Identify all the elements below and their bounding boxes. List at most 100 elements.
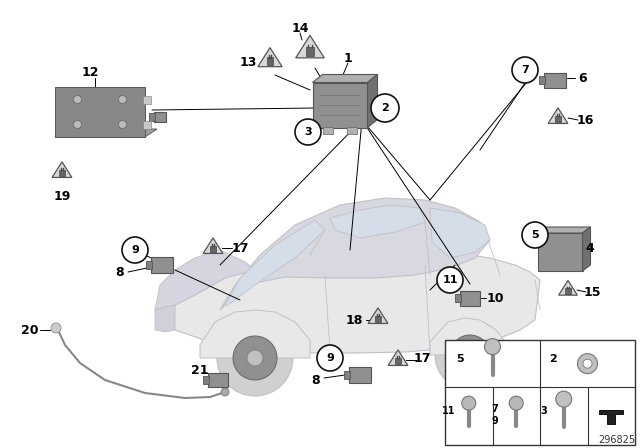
Circle shape <box>317 345 343 371</box>
Circle shape <box>437 267 463 293</box>
FancyBboxPatch shape <box>347 127 357 134</box>
FancyBboxPatch shape <box>344 371 350 379</box>
FancyBboxPatch shape <box>211 246 216 252</box>
Text: 13: 13 <box>239 56 257 69</box>
Polygon shape <box>430 318 508 355</box>
FancyBboxPatch shape <box>60 170 65 176</box>
Circle shape <box>295 119 321 145</box>
Polygon shape <box>155 250 540 353</box>
FancyBboxPatch shape <box>151 257 173 273</box>
Text: 16: 16 <box>576 113 594 126</box>
Text: 3: 3 <box>540 406 547 416</box>
FancyBboxPatch shape <box>539 76 545 84</box>
Circle shape <box>217 320 293 396</box>
Polygon shape <box>55 129 157 137</box>
Circle shape <box>122 237 148 263</box>
Circle shape <box>484 339 500 355</box>
Circle shape <box>247 350 263 366</box>
Polygon shape <box>312 74 378 82</box>
FancyBboxPatch shape <box>149 113 155 121</box>
Text: 20: 20 <box>21 323 39 336</box>
Circle shape <box>221 388 229 396</box>
Polygon shape <box>203 238 223 254</box>
Text: 10: 10 <box>486 292 504 305</box>
FancyBboxPatch shape <box>538 233 582 271</box>
FancyBboxPatch shape <box>460 290 480 306</box>
Text: 17: 17 <box>231 241 249 254</box>
Polygon shape <box>330 205 425 238</box>
Circle shape <box>118 95 127 103</box>
Text: 5: 5 <box>531 230 539 240</box>
Circle shape <box>522 222 548 248</box>
Circle shape <box>463 348 477 362</box>
Circle shape <box>556 391 572 407</box>
Circle shape <box>233 336 277 380</box>
FancyBboxPatch shape <box>143 95 151 103</box>
FancyBboxPatch shape <box>455 294 461 302</box>
FancyBboxPatch shape <box>396 358 401 364</box>
Circle shape <box>577 353 598 374</box>
Circle shape <box>461 396 476 410</box>
FancyBboxPatch shape <box>146 261 152 269</box>
Text: 11: 11 <box>442 406 456 416</box>
Polygon shape <box>155 250 255 310</box>
Text: 9: 9 <box>131 245 139 255</box>
Text: 21: 21 <box>191 363 209 376</box>
FancyBboxPatch shape <box>55 87 145 137</box>
Polygon shape <box>225 220 325 305</box>
Polygon shape <box>155 305 175 332</box>
Text: 296825: 296825 <box>598 435 635 445</box>
Text: 9: 9 <box>491 416 498 426</box>
FancyBboxPatch shape <box>375 316 381 322</box>
Polygon shape <box>52 162 72 177</box>
FancyBboxPatch shape <box>203 376 209 384</box>
FancyBboxPatch shape <box>312 82 367 128</box>
Polygon shape <box>388 350 408 366</box>
Circle shape <box>583 359 592 368</box>
Text: 9: 9 <box>326 353 334 363</box>
Circle shape <box>74 95 81 103</box>
FancyBboxPatch shape <box>154 112 166 122</box>
Circle shape <box>51 323 61 333</box>
Circle shape <box>118 121 127 129</box>
Polygon shape <box>220 198 490 310</box>
Text: 12: 12 <box>81 65 99 78</box>
FancyBboxPatch shape <box>267 57 273 65</box>
Text: 1: 1 <box>344 52 353 65</box>
Text: 8: 8 <box>116 266 124 279</box>
Polygon shape <box>548 108 568 124</box>
Text: 14: 14 <box>291 22 308 34</box>
Text: 15: 15 <box>583 285 601 298</box>
Polygon shape <box>200 310 310 358</box>
Text: 8: 8 <box>312 374 320 387</box>
Circle shape <box>435 320 505 390</box>
Polygon shape <box>559 280 577 295</box>
FancyBboxPatch shape <box>445 340 635 445</box>
Polygon shape <box>296 35 324 58</box>
Text: 7: 7 <box>521 65 529 75</box>
Text: 19: 19 <box>53 190 70 202</box>
Text: 7: 7 <box>491 404 498 414</box>
Text: 4: 4 <box>586 241 595 254</box>
Polygon shape <box>258 47 282 67</box>
FancyBboxPatch shape <box>208 373 228 387</box>
FancyBboxPatch shape <box>143 121 151 129</box>
Text: 3: 3 <box>304 127 312 137</box>
Circle shape <box>512 57 538 83</box>
Circle shape <box>509 396 524 410</box>
FancyBboxPatch shape <box>556 116 561 122</box>
Polygon shape <box>582 227 591 271</box>
Text: 5: 5 <box>456 353 464 364</box>
Text: 18: 18 <box>346 314 363 327</box>
Polygon shape <box>538 227 591 233</box>
FancyBboxPatch shape <box>349 367 371 383</box>
Text: 6: 6 <box>579 72 588 85</box>
Circle shape <box>371 94 399 122</box>
Circle shape <box>74 121 81 129</box>
Text: 2: 2 <box>549 353 557 364</box>
Polygon shape <box>368 308 388 323</box>
FancyBboxPatch shape <box>307 47 314 56</box>
Polygon shape <box>599 410 623 424</box>
Polygon shape <box>430 208 490 258</box>
Text: 2: 2 <box>381 103 389 113</box>
